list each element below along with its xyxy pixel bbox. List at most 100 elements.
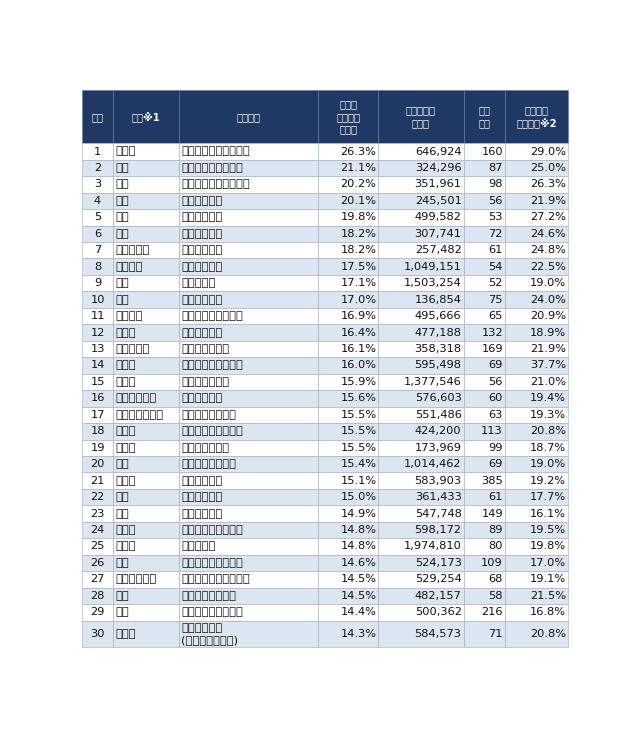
Text: 25: 25 bbox=[90, 542, 105, 551]
Text: 87: 87 bbox=[488, 163, 503, 173]
Text: 大阪府大阪市淀川区: 大阪府大阪市淀川区 bbox=[181, 361, 243, 370]
Text: 385: 385 bbox=[481, 476, 503, 485]
Text: 1,503,254: 1,503,254 bbox=[404, 278, 462, 288]
Text: 西新井大師西: 西新井大師西 bbox=[115, 393, 157, 404]
Bar bbox=[378, 620, 463, 647]
Bar bbox=[82, 588, 113, 604]
Bar bbox=[378, 258, 463, 275]
Text: 20: 20 bbox=[90, 459, 105, 469]
Text: 26.3%: 26.3% bbox=[530, 180, 566, 189]
Bar bbox=[318, 143, 378, 160]
Text: 89: 89 bbox=[488, 525, 503, 535]
Bar bbox=[113, 604, 179, 620]
Text: 東京都葛飾区: 東京都葛飾区 bbox=[181, 476, 222, 485]
Bar bbox=[378, 472, 463, 489]
Bar bbox=[82, 571, 113, 588]
Text: 新小岩: 新小岩 bbox=[115, 476, 136, 485]
Text: 駅所在地: 駅所在地 bbox=[236, 112, 261, 122]
Text: 19.3%: 19.3% bbox=[530, 410, 566, 420]
Text: 16.0%: 16.0% bbox=[340, 361, 377, 370]
Bar bbox=[82, 472, 113, 489]
Bar bbox=[378, 374, 463, 390]
Text: 576,603: 576,603 bbox=[415, 393, 462, 404]
Bar bbox=[378, 555, 463, 571]
Bar bbox=[179, 275, 318, 291]
Bar bbox=[179, 620, 318, 647]
Bar bbox=[505, 357, 568, 374]
Text: 東京都千代田区: 東京都千代田区 bbox=[181, 377, 229, 387]
Text: 大阪府大阪市都島区: 大阪府大阪市都島区 bbox=[181, 311, 243, 321]
Text: 482,157: 482,157 bbox=[415, 591, 462, 601]
Bar bbox=[113, 324, 179, 341]
Text: 東京都稲城市
(駅位置は川崎市): 東京都稲城市 (駅位置は川崎市) bbox=[181, 623, 238, 645]
Bar bbox=[113, 390, 179, 407]
Bar bbox=[505, 91, 568, 143]
Bar bbox=[505, 571, 568, 588]
Bar bbox=[378, 538, 463, 555]
Text: ㎡単価
変動率の
平均値: ㎡単価 変動率の 平均値 bbox=[336, 99, 360, 134]
Bar bbox=[179, 374, 318, 390]
Text: 15.0%: 15.0% bbox=[340, 492, 377, 502]
Text: 東京都港区: 東京都港区 bbox=[181, 278, 216, 288]
Bar bbox=[318, 588, 378, 604]
Text: 1,377,546: 1,377,546 bbox=[404, 377, 462, 387]
Text: 19.0%: 19.0% bbox=[530, 459, 566, 469]
Bar bbox=[318, 505, 378, 522]
Text: 169: 169 bbox=[481, 344, 503, 354]
Text: 80: 80 bbox=[488, 542, 503, 551]
Text: 69: 69 bbox=[489, 459, 503, 469]
Text: 29: 29 bbox=[90, 607, 105, 618]
Bar bbox=[82, 160, 113, 176]
Bar bbox=[318, 522, 378, 538]
Text: 28: 28 bbox=[90, 591, 105, 601]
Bar bbox=[179, 258, 318, 275]
Bar bbox=[179, 489, 318, 505]
Text: 十三: 十三 bbox=[115, 607, 129, 618]
Bar bbox=[505, 143, 568, 160]
Bar bbox=[82, 242, 113, 258]
Text: 54: 54 bbox=[489, 262, 503, 272]
Bar bbox=[318, 209, 378, 226]
Bar bbox=[113, 176, 179, 193]
Text: 青砥: 青砥 bbox=[115, 509, 129, 518]
Bar bbox=[82, 209, 113, 226]
Bar bbox=[113, 341, 179, 357]
Text: 東京都台東区: 東京都台東区 bbox=[181, 262, 222, 272]
Text: 17.0%: 17.0% bbox=[340, 295, 377, 304]
Bar bbox=[179, 176, 318, 193]
Bar bbox=[113, 275, 179, 291]
Bar bbox=[113, 357, 179, 374]
Text: 大阪府大阪市北区: 大阪府大阪市北区 bbox=[181, 591, 236, 601]
Text: 113: 113 bbox=[481, 426, 503, 437]
Text: 東京都町田市: 東京都町田市 bbox=[181, 245, 222, 255]
Bar bbox=[378, 390, 463, 407]
Bar bbox=[463, 308, 505, 324]
Bar bbox=[378, 242, 463, 258]
Text: 68: 68 bbox=[489, 575, 503, 585]
Bar bbox=[113, 456, 179, 472]
Text: 16.9%: 16.9% bbox=[340, 311, 377, 321]
Text: 15.9%: 15.9% bbox=[340, 377, 377, 387]
Bar bbox=[179, 291, 318, 308]
Bar bbox=[179, 538, 318, 555]
Text: 寺田町: 寺田町 bbox=[115, 147, 136, 156]
Bar bbox=[463, 258, 505, 275]
Text: 173,969: 173,969 bbox=[415, 443, 462, 453]
Text: 19.2%: 19.2% bbox=[530, 476, 566, 485]
Text: 18.2%: 18.2% bbox=[340, 228, 377, 239]
Text: 16.4%: 16.4% bbox=[340, 328, 377, 337]
Bar bbox=[318, 176, 378, 193]
Bar bbox=[463, 571, 505, 588]
Text: 25.0%: 25.0% bbox=[530, 163, 566, 173]
Bar bbox=[113, 472, 179, 489]
Bar bbox=[378, 505, 463, 522]
Text: 大阪府大阪市東成区: 大阪府大阪市東成区 bbox=[181, 558, 243, 568]
Text: 20.8%: 20.8% bbox=[530, 629, 566, 639]
Text: 10: 10 bbox=[90, 295, 105, 304]
Text: 17: 17 bbox=[90, 410, 105, 420]
Bar bbox=[505, 407, 568, 423]
Bar bbox=[318, 604, 378, 620]
Text: 愛知県小牧市: 愛知県小牧市 bbox=[181, 196, 222, 206]
Bar bbox=[463, 489, 505, 505]
Text: 61: 61 bbox=[489, 492, 503, 502]
